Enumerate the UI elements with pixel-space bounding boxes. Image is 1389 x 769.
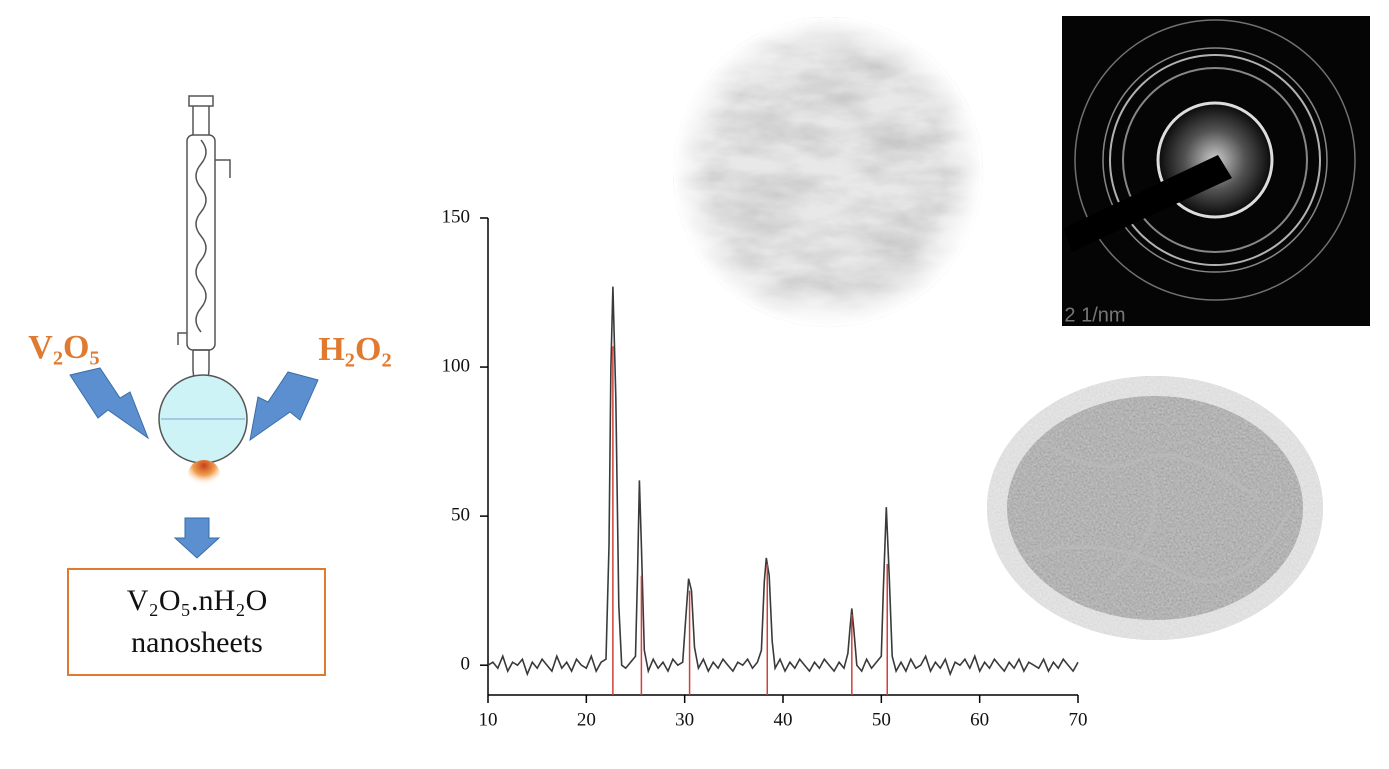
arrow-left	[69, 367, 150, 440]
y-tick-label: 50	[451, 504, 470, 525]
x-tick-label: 30	[675, 709, 694, 730]
x-tick-label: 50	[872, 709, 891, 730]
x-tick-label: 70	[1069, 709, 1088, 730]
tem-image	[673, 17, 983, 327]
y-tick-label: 100	[442, 355, 471, 376]
x-tick-label: 60	[970, 709, 989, 730]
reagent-label: H₂O₂	[318, 331, 391, 368]
x-tick-label: 40	[774, 709, 793, 730]
arrow-down	[173, 517, 221, 559]
sem-image	[987, 376, 1323, 640]
x-tick-label: 10	[479, 709, 498, 730]
product-label: nanosheets	[131, 626, 263, 659]
saed-image: 2 1/nm	[1062, 16, 1370, 326]
y-tick-label: 150	[442, 206, 471, 227]
reflux-apparatus	[158, 95, 248, 464]
product-label: V₂O₅.nH₂O	[127, 584, 268, 617]
x-tick-label: 20	[577, 709, 596, 730]
xrd-pattern	[487, 286, 1079, 677]
flame	[188, 460, 220, 488]
scale-label: 2 1/nm	[1064, 304, 1125, 326]
reagent-label: V₂O₅	[28, 329, 99, 366]
product-box	[67, 568, 326, 676]
arrow-right	[249, 371, 319, 442]
y-tick-label: 0	[461, 654, 471, 675]
